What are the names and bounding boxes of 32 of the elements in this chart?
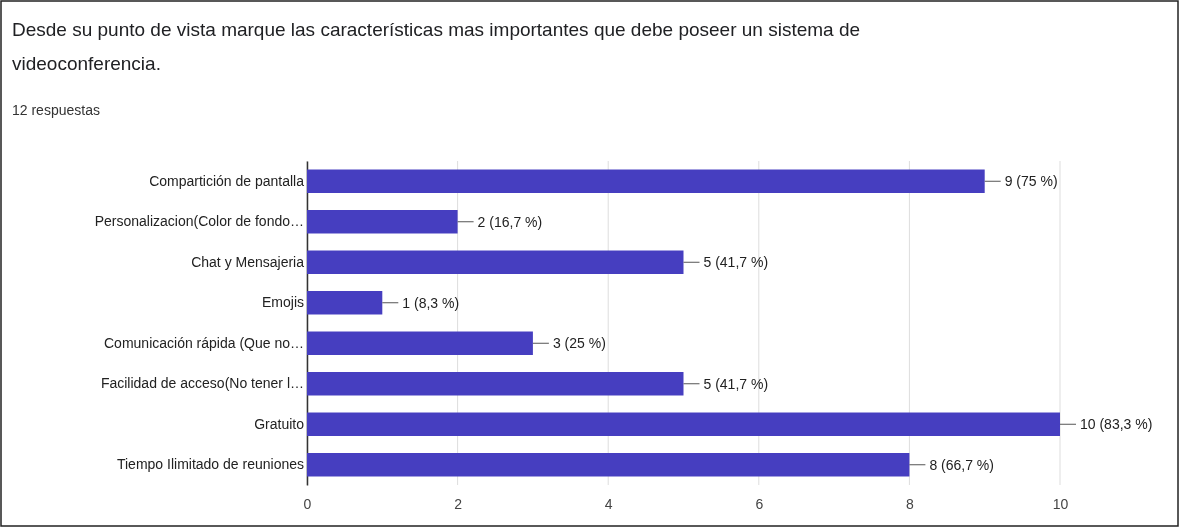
x-tick-label: 2 bbox=[454, 495, 463, 512]
bar bbox=[307, 210, 458, 234]
data-label: 2 (16,7 %) bbox=[477, 213, 543, 230]
bar bbox=[307, 372, 684, 396]
y-tick-label: Personalizacion(Color de fondo… bbox=[94, 213, 304, 230]
bar bbox=[307, 169, 985, 193]
text: 12 respuestas bbox=[12, 102, 100, 118]
y-tick-label: Facilidad de acceso(No tener l… bbox=[100, 375, 304, 392]
x-tick-label: 0 bbox=[303, 495, 312, 512]
x-tick-label: 4 bbox=[604, 495, 613, 512]
data-label: 5 (41,7 %) bbox=[703, 375, 769, 392]
data-label: 1 (8,3 %) bbox=[402, 294, 460, 311]
y-tick-label: Chat y Mensajeria bbox=[191, 253, 305, 270]
bar bbox=[307, 291, 383, 315]
bar bbox=[307, 453, 910, 477]
x-tick-label: 6 bbox=[755, 495, 764, 512]
chart-title: Desde su punto de vista marque las características mas importantes que debe poseer un sistema de videoconferencia. bbox=[12, 19, 861, 74]
y-tick-label: Gratuito bbox=[254, 415, 305, 432]
data-label: 3 (25 %) bbox=[552, 335, 606, 352]
x-tick-label: 10 bbox=[1052, 495, 1069, 512]
y-tick-label: Emojis bbox=[261, 294, 304, 311]
data-label: 8 (66,7 %) bbox=[929, 456, 994, 473]
x-tick-label: 8 bbox=[906, 495, 914, 512]
y-tick-label: Compartición de pantalla bbox=[149, 172, 305, 189]
bar bbox=[307, 331, 533, 355]
data-label: 9 (75 %) bbox=[1004, 173, 1058, 190]
y-tick-label: Comunicación rápida (Que no… bbox=[104, 334, 304, 351]
bar bbox=[307, 412, 1060, 436]
bar bbox=[307, 250, 684, 274]
data-label: 10 (83,3 %) bbox=[1080, 416, 1153, 433]
y-tick-label: Tiempo Ilimitado de reuniones bbox=[116, 456, 304, 473]
data-label: 5 (41,7 %) bbox=[703, 254, 769, 271]
